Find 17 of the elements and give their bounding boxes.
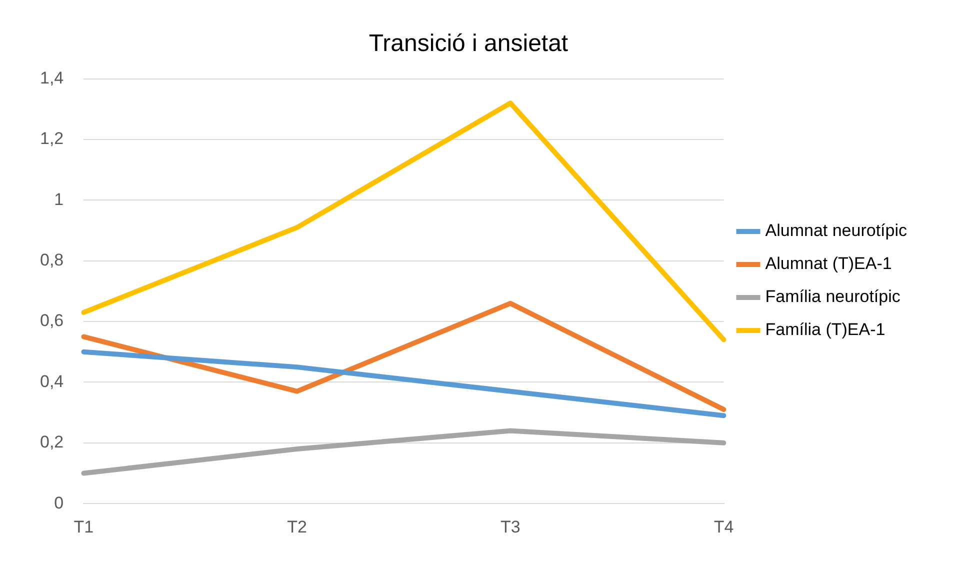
legend-label: Família (T)EA-1: [765, 320, 886, 340]
y-tick-label: 1,2: [40, 129, 64, 148]
y-tick-label: 1: [54, 190, 64, 209]
y-tick-label: 0: [54, 493, 64, 512]
chart-title: Transició i ansietat: [368, 30, 568, 58]
y-tick-label: 1,4: [40, 68, 64, 88]
legend-label: Alumnat neurotípic: [765, 221, 908, 240]
legend-label: Família neurotípic: [765, 287, 901, 306]
y-tick-label: 0,4: [40, 372, 64, 391]
x-tick-label: T4: [714, 517, 734, 536]
y-tick-label: 0,8: [40, 250, 64, 270]
y-tick-label: 0,2: [40, 432, 64, 452]
x-tick-label: T3: [500, 517, 520, 536]
x-tick-label: T1: [74, 517, 94, 536]
legend-label: Alumnat (T)EA-1: [765, 254, 892, 274]
x-tick-label: T2: [287, 517, 307, 536]
y-tick-label: 0,6: [40, 311, 64, 330]
